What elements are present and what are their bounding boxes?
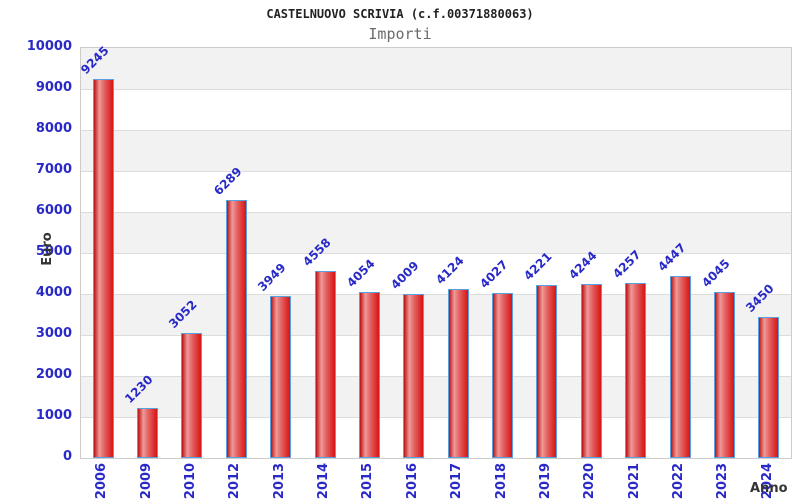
x-tick-label: 2017 [449,462,465,500]
bar [358,291,380,458]
x-tick-label: 2013 [271,462,287,500]
gridline [81,417,791,418]
bar [625,283,647,458]
x-tick-label: 2023 [715,462,731,500]
bar [669,275,691,458]
x-tick-label: 2021 [626,462,642,500]
x-tick-label: 2010 [182,462,198,500]
bar [137,407,159,458]
bar [270,296,292,458]
x-tick-label: 2016 [404,462,420,500]
bar [181,332,203,458]
x-tick-label: 2015 [360,462,376,500]
bar [225,200,247,458]
bar [403,293,425,458]
plot-band [81,171,791,212]
x-tick-label: 2020 [582,462,598,500]
y-tick-label: 5000 [35,244,72,259]
gridline [81,376,791,377]
plot-band [81,130,791,171]
bar [492,292,514,458]
y-tick-label: 0 [62,449,72,464]
y-tick-label: 8000 [35,121,72,136]
bar [314,271,336,458]
y-tick-label: 6000 [35,203,72,218]
plot-band [81,89,791,130]
gridline [81,335,791,336]
plot-band [81,48,791,89]
y-tick-label: 7000 [35,162,72,177]
plot-band [81,212,791,253]
bar [713,292,735,458]
x-tick-label: 2018 [493,462,509,500]
gridline [81,171,791,172]
x-tick-label: 2009 [138,462,154,500]
bar [447,288,469,458]
y-tick-label: 4000 [35,285,72,300]
bar [92,78,114,458]
bar [536,284,558,458]
gridline [81,294,791,295]
bar [758,316,780,458]
chart-title: CASTELNUOVO SCRIVIA (c.f.00371880063) [266,7,534,21]
x-tick-label: 2019 [537,462,553,500]
x-tick-label: 2006 [94,462,110,500]
y-tick-label: 3000 [35,326,72,341]
gridline [81,130,791,131]
bar [580,284,602,458]
x-tick-label: 2012 [227,462,243,500]
x-axis-title: Anno [750,481,788,496]
gridline [81,212,791,213]
gridline [81,253,791,254]
y-tick-label: 9000 [35,80,72,95]
y-tick-label: 2000 [35,367,72,382]
x-tick-label: 2022 [671,462,687,500]
y-tick-label: 10000 [26,39,72,54]
x-tick-label: 2014 [316,462,332,500]
chart-subtitle: Importi [368,25,432,43]
y-axis-title: Euro [40,232,55,266]
plot-area: 9245 1230 3052 6289 3949 4558 4054 4009 4124 4027… [78,43,792,459]
gridline [81,89,791,90]
y-tick-label: 1000 [35,408,72,423]
